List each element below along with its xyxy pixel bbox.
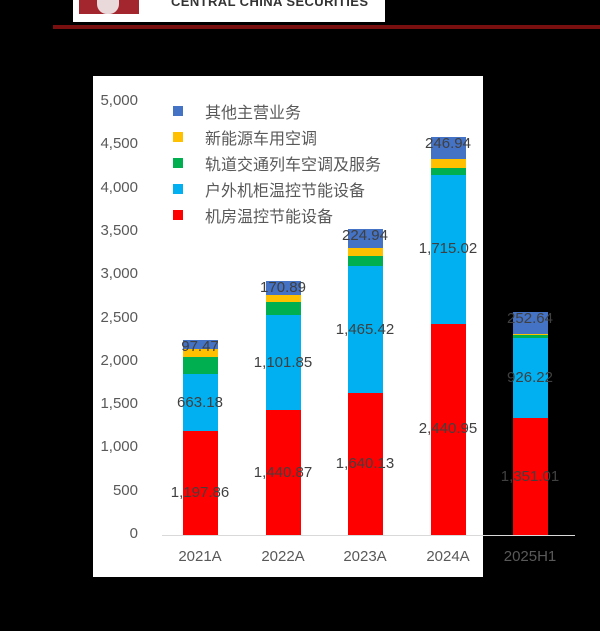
x-axis-line (162, 535, 575, 536)
bar-segment[interactable] (182, 373, 218, 432)
bar-segment[interactable] (265, 301, 301, 315)
bar-segment[interactable] (347, 228, 383, 249)
legend-swatch-icon (173, 158, 183, 168)
y-tick-label: 1,500 (100, 395, 138, 413)
bar-2024A[interactable] (430, 137, 466, 535)
legend-item[interactable]: 新能源车用空调 (173, 124, 381, 150)
legend-item[interactable]: 户外机柜温控节能设备 (173, 176, 381, 202)
y-tick-label: 2,000 (100, 351, 138, 369)
bar-segment[interactable] (512, 333, 548, 336)
x-tick-label: 2023A (343, 548, 387, 565)
data-label: 246.94 (425, 135, 471, 153)
legend-swatch-icon (173, 184, 183, 194)
bar-segment[interactable] (512, 337, 548, 418)
bar-segment[interactable] (347, 255, 383, 267)
data-label: 1,715.02 (418, 240, 478, 258)
bar-segment[interactable] (265, 295, 301, 302)
data-label: 1,465.42 (335, 320, 395, 338)
data-label: 170.89 (260, 278, 306, 296)
bar-segment[interactable] (182, 431, 218, 535)
legend: 其他主营业务 新能源车用空调轨道交通列车空调及服务 户外机柜温控节能设备 机房温控节能… (173, 98, 381, 228)
bar-2022A[interactable] (265, 280, 301, 535)
data-label: 224.94 (342, 226, 388, 244)
legend-item[interactable]: 其他主营业务 (173, 98, 381, 124)
logo-box: CENTRAL CHINA SECURITIES (73, 0, 385, 22)
legend-label: 新能源车用空调 (205, 129, 318, 148)
data-label: 2,440.95 (418, 420, 478, 438)
y-tick-label: 500 (112, 481, 138, 499)
legend-label: 户外机柜温控节能设备 (205, 181, 366, 200)
legend-label: 机房温控节能设备 (205, 207, 334, 226)
x-tick-label: 2021A (178, 548, 222, 565)
bar-segment[interactable] (512, 418, 548, 535)
bar-segment[interactable] (265, 410, 301, 535)
bar-segment[interactable] (182, 356, 218, 374)
bar-segment[interactable] (265, 314, 301, 411)
chart-panel: 其他主营业务 新能源车用空调轨道交通列车空调及服务 户外机柜温控节能设备 机房温控节能… (93, 76, 575, 577)
logo-text: CENTRAL CHINA SECURITIES (171, 0, 369, 9)
x-tick-label: 2024A (426, 548, 470, 565)
legend-swatch-icon (173, 132, 183, 142)
bar-segment[interactable] (182, 340, 218, 349)
legend-label: 轨道交通列车空调及服务 (205, 155, 382, 174)
bar-segment[interactable] (512, 335, 548, 338)
x-tick-label: 2022A (261, 548, 305, 565)
bar-segment[interactable] (430, 158, 466, 169)
data-label: 1,351.01 (500, 467, 560, 485)
y-tick-label: 2,500 (100, 308, 138, 326)
x-tick-label: 2025H1 (503, 548, 557, 565)
y-tick-label: 4,000 (100, 178, 138, 196)
bar-segment[interactable] (265, 280, 301, 296)
y-tick-label: 1,000 (100, 438, 138, 456)
bar-segment[interactable] (430, 168, 466, 176)
y-tick-label: 0 (129, 525, 138, 542)
header-divider (53, 25, 600, 29)
bar-2021A[interactable] (182, 340, 218, 535)
bar-segment[interactable] (347, 266, 383, 393)
bar-segment[interactable] (430, 323, 466, 535)
y-tick-label: 5,000 (100, 92, 138, 109)
bar-2025H1[interactable] (512, 312, 548, 535)
bar-segment[interactable] (430, 137, 466, 159)
bar-segment[interactable] (182, 348, 218, 357)
legend-swatch-icon (173, 106, 183, 116)
legend-swatch-icon (173, 210, 183, 220)
data-label: 926.22 (507, 368, 553, 386)
y-tick-label: 3,500 (100, 221, 138, 239)
data-label: 252.64 (507, 310, 553, 328)
data-label: 97.47 (181, 338, 219, 356)
data-label: 1,440.87 (253, 463, 313, 481)
y-tick-label: 4,500 (100, 135, 138, 153)
data-label: 663.18 (177, 393, 223, 411)
logo-mark-icon (79, 0, 139, 14)
bar-segment[interactable] (347, 248, 383, 256)
bar-2023A[interactable] (347, 228, 383, 535)
data-label: 1,197.86 (170, 484, 230, 502)
legend-item[interactable]: 轨道交通列车空调及服务 (173, 150, 381, 176)
bar-segment[interactable] (430, 175, 466, 324)
data-label: 1,640.13 (335, 454, 395, 472)
bar-segment[interactable] (512, 312, 548, 334)
legend-item[interactable]: 机房温控节能设备 (173, 202, 381, 228)
bar-segment[interactable] (347, 392, 383, 535)
data-label: 1,101.85 (253, 353, 313, 371)
y-tick-label: 3,000 (100, 265, 138, 283)
legend-label: 其他主营业务 (205, 103, 302, 122)
